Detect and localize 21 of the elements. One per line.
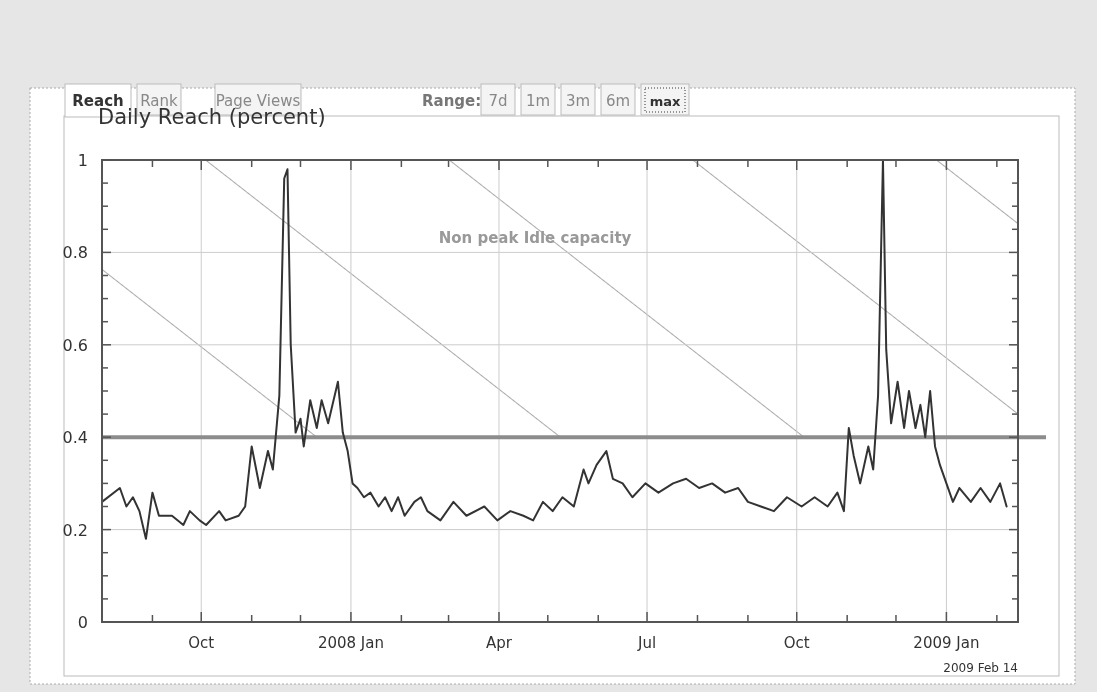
x-tick-label: Jul bbox=[636, 634, 657, 652]
y-tick-label: 0.8 bbox=[62, 243, 88, 263]
tab-button: 6m bbox=[600, 83, 636, 116]
y-tick-label: 0.6 bbox=[62, 335, 88, 355]
y-tick-label: 0 bbox=[77, 613, 88, 632]
tab-button: 3m bbox=[560, 83, 596, 116]
tab-button: 1m bbox=[520, 83, 556, 116]
x-tick-label: 2008 Jan bbox=[317, 634, 384, 652]
text: Range: bbox=[422, 92, 482, 110]
y-tick-label: 0.2 bbox=[62, 520, 88, 540]
x-tick-label: Oct bbox=[188, 634, 215, 652]
text: 2009 Feb 14 bbox=[943, 661, 1018, 675]
y-tick-label: 1 bbox=[77, 151, 88, 170]
tab-button: max bbox=[640, 83, 690, 116]
tab-button: 7d bbox=[480, 83, 516, 116]
line-series bbox=[102, 160, 1008, 540]
x-tick-label: Oct bbox=[783, 634, 810, 652]
x-tick-label: 2009 Jan bbox=[913, 634, 980, 652]
y-tick-label: 0.4 bbox=[62, 428, 88, 448]
band-label: Non peak Idle capacity bbox=[438, 229, 632, 248]
x-tick-label: Apr bbox=[486, 634, 513, 652]
